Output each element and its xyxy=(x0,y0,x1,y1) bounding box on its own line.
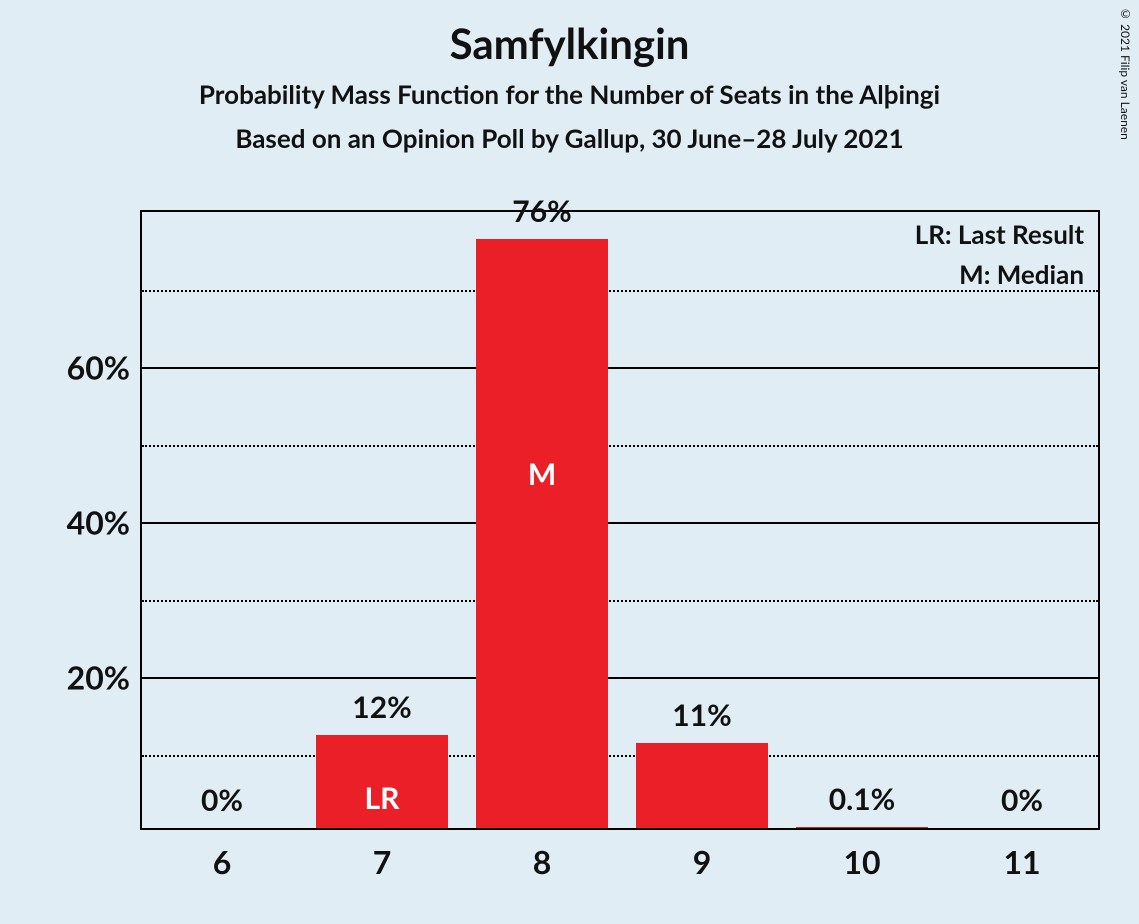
bar-value-label: 76% xyxy=(512,193,571,229)
gridline-major xyxy=(142,367,1098,369)
chart-subtitle-1: Probability Mass Function for the Number… xyxy=(0,78,1139,110)
x-axis-tick-label: 6 xyxy=(213,828,232,881)
gridline-minor xyxy=(142,755,1098,757)
gridline-major xyxy=(142,677,1098,679)
gridline-minor xyxy=(142,445,1098,447)
bar-value-label: 0.1% xyxy=(829,781,896,817)
y-axis-tick-label: 20% xyxy=(67,658,142,697)
bar-inner-label: M xyxy=(528,456,556,492)
copyright-text: © 2021 Filip van Laenen xyxy=(1118,6,1133,140)
chart-title: Samfylkingin xyxy=(0,18,1139,68)
bar-value-label: 12% xyxy=(352,689,411,725)
chart-subtitle-2: Based on an Opinion Poll by Gallup, 30 J… xyxy=(0,122,1139,154)
y-axis-tick-label: 60% xyxy=(67,348,142,387)
x-axis-tick-label: 7 xyxy=(373,828,392,881)
bar-value-label: 11% xyxy=(672,697,731,733)
gridline-minor xyxy=(142,290,1098,292)
bar xyxy=(636,743,767,828)
legend-median: M: Median xyxy=(959,258,1084,290)
x-axis-tick-label: 8 xyxy=(533,828,552,881)
x-axis-tick-label: 11 xyxy=(1003,828,1040,881)
bar xyxy=(476,239,607,828)
y-axis-tick-label: 40% xyxy=(67,503,142,542)
x-axis-tick-label: 10 xyxy=(843,828,880,881)
gridline-minor xyxy=(142,600,1098,602)
bar-value-label: 0% xyxy=(1001,782,1043,818)
chart-plot-area: 20%40%60%0%612%LR776%M811%90.1%100%11LR:… xyxy=(140,210,1100,830)
x-axis-tick-label: 9 xyxy=(693,828,712,881)
gridline-major xyxy=(142,522,1098,524)
legend-last-result: LR: Last Result xyxy=(915,218,1084,250)
bar-inner-label: LR xyxy=(365,780,400,816)
bar-value-label: 0% xyxy=(201,782,243,818)
